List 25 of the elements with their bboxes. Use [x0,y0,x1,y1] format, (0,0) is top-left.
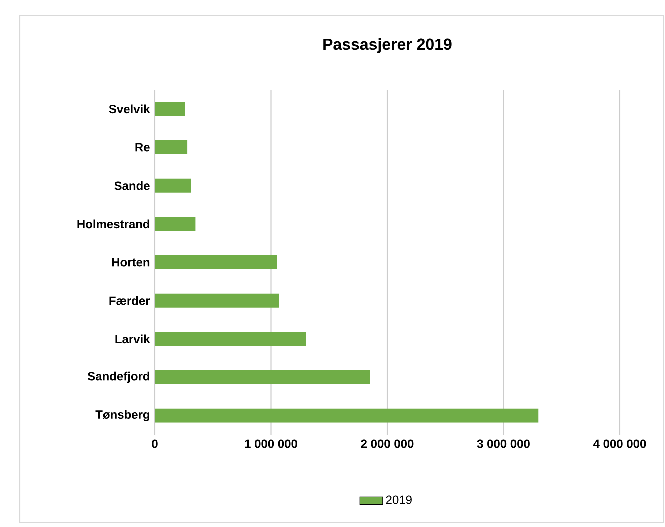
bar [155,370,370,384]
x-tick-label: 4 000 000 [593,440,646,448]
y-tick-label: Færder [110,296,150,306]
bar [155,408,539,423]
y-tick-label: Larvik [116,334,150,344]
y-tick-label: Svelvik [109,104,150,114]
bar [155,102,186,116]
bar [155,217,196,232]
bar [155,255,278,270]
chart-title: Passasjerer 2019 [324,38,452,54]
y-tick-label: Tønsberg [96,410,150,422]
y-tick-label: Sande [114,181,150,190]
y-tick-label: Sandefjord [88,372,150,384]
legend-label: 2019 [386,496,412,504]
y-tick-label: Re [136,143,150,152]
x-tick-label: 3 000 000 [477,440,530,448]
bar [155,140,188,154]
bar [155,294,280,308]
x-tick-label: 2 000 000 [361,440,414,448]
x-tick-label: 1 000 000 [245,440,298,448]
bar [155,332,306,346]
x-tick-label: 0 [152,440,158,448]
y-tick-label: Holmestrand [78,220,150,229]
bar [155,178,192,193]
y-tick-label: Horten [112,258,150,267]
